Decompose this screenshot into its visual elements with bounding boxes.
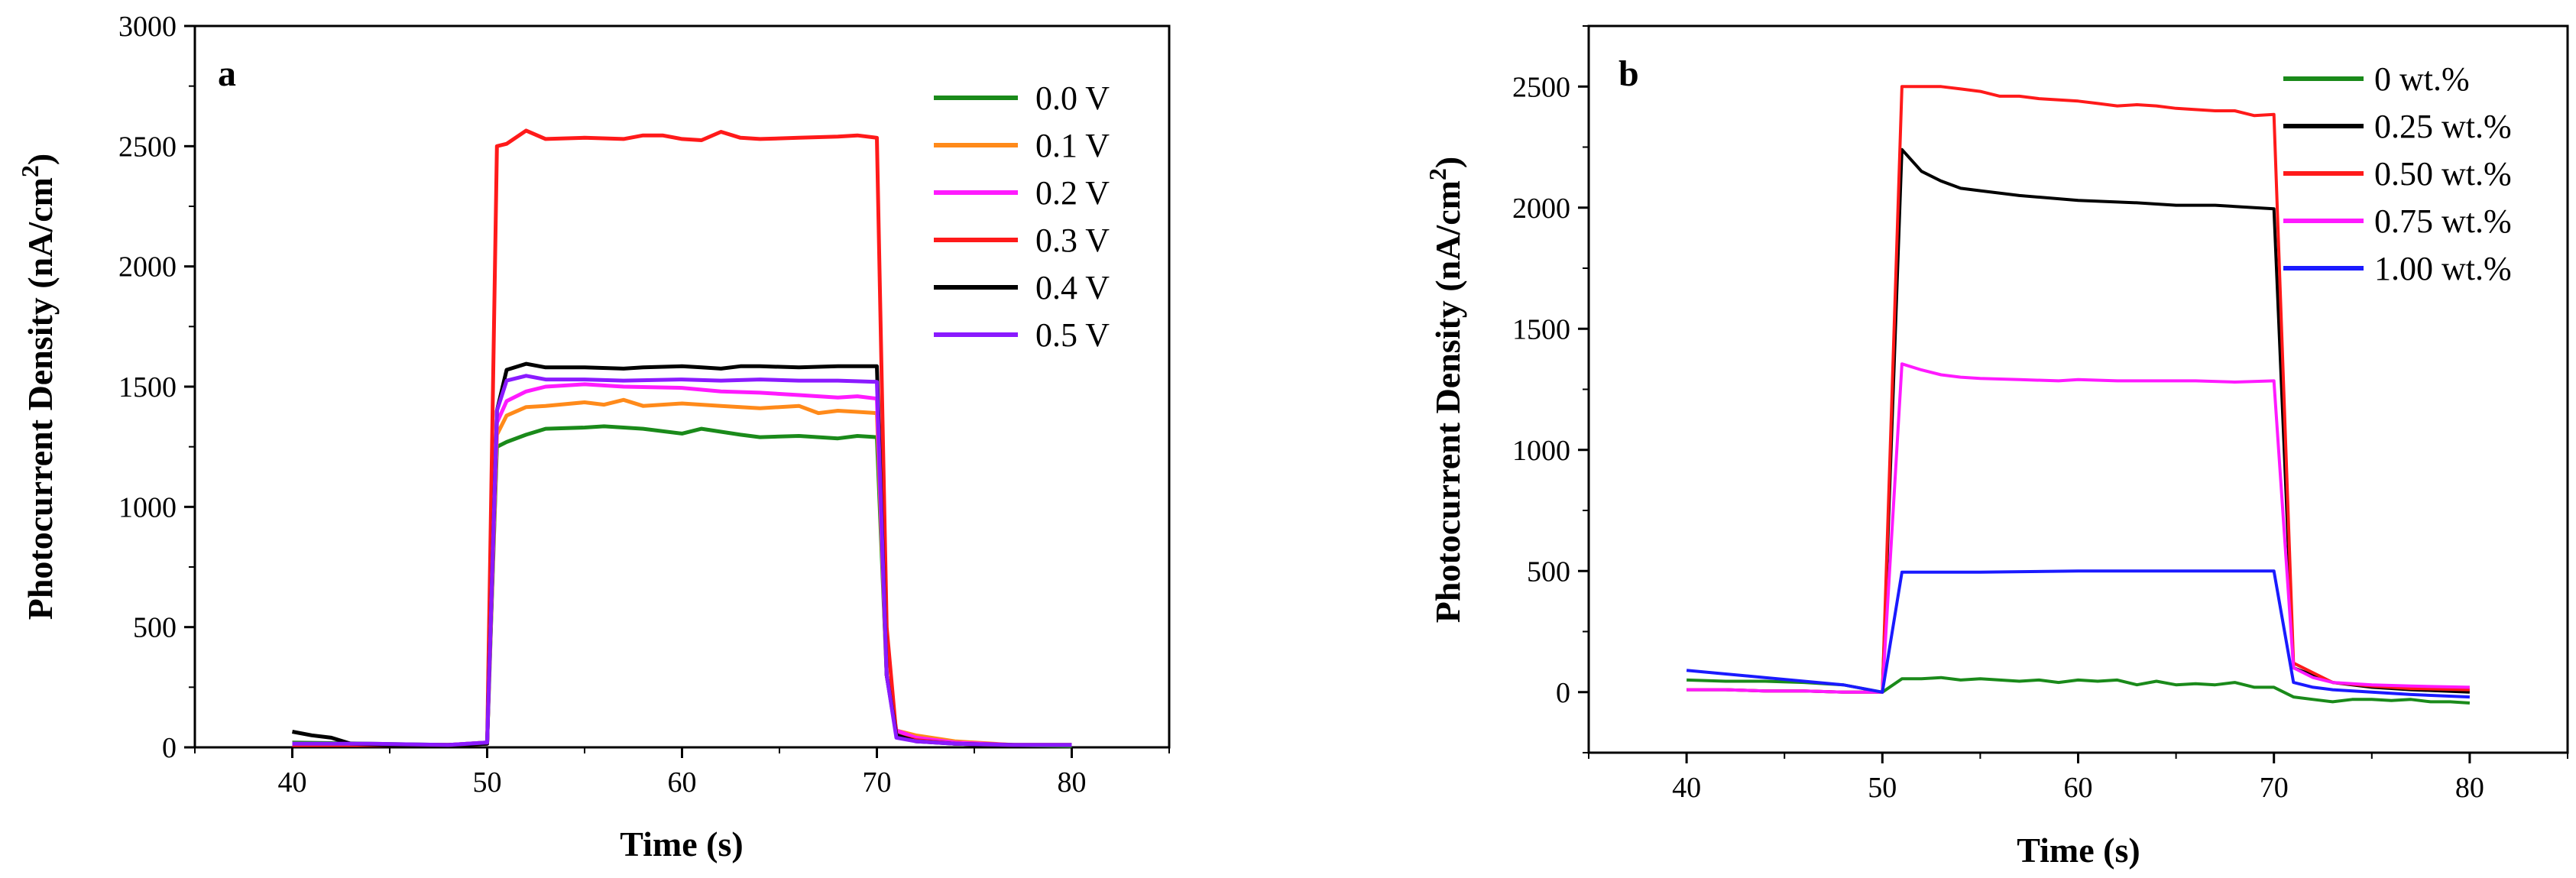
panel-b-series-0-wt — [1687, 676, 2471, 705]
panel-b-letter: b — [1619, 53, 1639, 94]
panel-b-chart: 40 50 60 70 80 0 500 1000 1500 2000 2500 b Time (s… — [1424, 24, 2569, 870]
panel-a-x-tick-label: 40 — [278, 766, 307, 799]
panel-b-series-1-00-wt — [1686, 569, 2470, 699]
panel-b-x-tick-label: 40 — [1672, 772, 1701, 804]
panel-b-y-tick-label: 500 — [1527, 556, 1570, 588]
panel-a-legend-label: 0.2 V — [1035, 174, 1110, 212]
panel-b-y-tick-label: 1000 — [1512, 435, 1570, 467]
panel-b-y-tick-label: 1500 — [1512, 313, 1570, 345]
panel-b-legend: 0 wt.% 0.25 wt.% 0.50 wt.% 0.75 wt.% 1.00 wt… — [2283, 60, 2512, 287]
panel-b-y-axis-superscript: 2 — [1424, 168, 1451, 180]
panel-a-legend-label: 0.4 V — [1035, 269, 1110, 306]
panel-a-y-axis-superscript: 2 — [16, 165, 44, 177]
panel-b-series-0-25-wt — [1687, 147, 2470, 694]
panel-a-series-0-5-v — [292, 374, 1072, 747]
panel-a-y-tick-label: 2500 — [118, 131, 177, 163]
panel-a-y-tick-label: 500 — [133, 612, 177, 644]
panel-a-x-tick-label: 80 — [1058, 766, 1087, 799]
panel-b-series-0-50-wt — [1687, 85, 2470, 694]
panel-b-ticks: 40 50 60 70 80 0 500 1000 1500 2000 2500 — [1512, 25, 2568, 804]
panel-a-y-axis-title: Photocurrent Density (nA/cm2) — [16, 154, 60, 620]
panel-b-legend-label: 0.50 wt.% — [2374, 155, 2512, 193]
panel-a-x-tick-label: 70 — [863, 766, 892, 799]
panel-b-series — [1686, 85, 2471, 705]
panel-a-letter: a — [218, 53, 236, 94]
panel-a-series-0-3-v — [292, 128, 1072, 747]
panel-a-legend-label: 0.5 V — [1035, 316, 1110, 354]
panel-a-x-axis-title: Time (s) — [620, 825, 743, 863]
panel-b-x-tick-label: 80 — [2455, 772, 2484, 804]
panel-a-y-tick-label: 2000 — [118, 251, 177, 283]
panel-b-legend-label: 0 wt.% — [2374, 60, 2470, 98]
panel-a-series-0-2-v — [292, 382, 1072, 747]
panel-a-legend-label: 0.3 V — [1035, 222, 1110, 259]
panel-b-x-axis-title: Time (s) — [2017, 831, 2140, 870]
panel-b-y-tick-label: 2500 — [1512, 71, 1570, 103]
panel-b-x-tick-label: 50 — [1868, 772, 1897, 804]
panel-b-x-tick-label: 70 — [2260, 772, 2289, 804]
panel-a-ticks: 40 50 60 70 80 0 500 1000 1500 2000 2500 3000 — [118, 11, 1170, 799]
panel-a-legend-label: 0.1 V — [1035, 127, 1110, 164]
panel-b-legend-label: 1.00 wt.% — [2374, 250, 2512, 287]
panel-b-y-tick-label: 2000 — [1512, 193, 1570, 225]
panel-b-y-axis-title: Photocurrent Density (nA/cm2) — [1424, 157, 1467, 624]
panel-a-series-0-0-v — [292, 424, 1072, 748]
panel-a-y-tick-label: 0 — [162, 732, 177, 764]
panel-a-series-0-4-v — [292, 361, 1072, 747]
panel-a-chart: 40 50 60 70 80 0 500 1000 1500 2000 2500 3000 a Tim… — [16, 11, 1171, 863]
panel-a-x-tick-label: 60 — [668, 766, 697, 799]
panel-a-series — [292, 128, 1072, 748]
panel-a-y-tick-label: 3000 — [118, 11, 177, 43]
panel-a-legend-label: 0.0 V — [1035, 79, 1110, 117]
panel-b-series-0-75-wt — [1687, 362, 2470, 694]
panel-a-y-tick-label: 1000 — [118, 491, 177, 523]
panel-b-y-tick-label: 0 — [1556, 677, 1570, 709]
panel-a-series-0-1-v — [292, 397, 1072, 747]
panel-b-legend-label: 0.75 wt.% — [2374, 202, 2512, 240]
panel-a-x-tick-label: 50 — [473, 766, 502, 799]
panel-b-legend-label: 0.25 wt.% — [2374, 108, 2512, 145]
panel-a-legend: 0.0 V 0.1 V 0.2 V 0.3 V 0.4 V 0.5 V — [934, 79, 1110, 354]
panel-b-x-tick-label: 60 — [2064, 772, 2093, 804]
panel-a-y-tick-label: 1500 — [118, 371, 177, 403]
